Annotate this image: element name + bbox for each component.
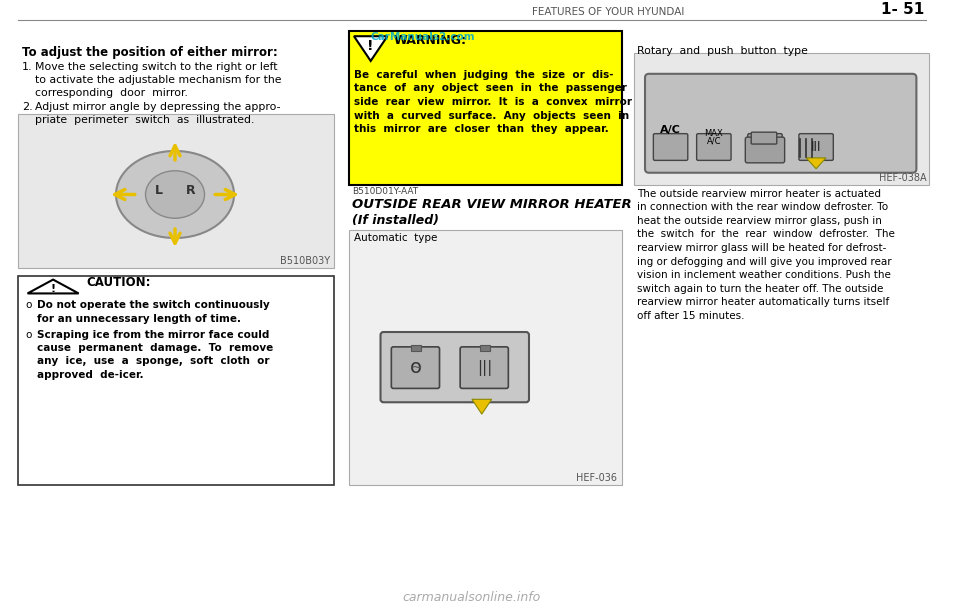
Text: CAUTION:: CAUTION:: [86, 276, 151, 289]
FancyBboxPatch shape: [392, 347, 440, 389]
Text: L: L: [156, 184, 163, 197]
Text: Do not operate the switch continuously
for an unnecessary length of time.: Do not operate the switch continuously f…: [37, 300, 270, 324]
Text: o: o: [26, 330, 32, 340]
FancyBboxPatch shape: [349, 230, 622, 485]
Text: A/C: A/C: [707, 136, 721, 146]
Text: o: o: [26, 300, 32, 310]
Text: Be  careful  when  judging  the  size  or  dis-
tance  of  any  object  seen  in: Be careful when judging the size or dis-…: [354, 70, 632, 134]
Text: FEATURES OF YOUR HYUNDAI: FEATURES OF YOUR HYUNDAI: [532, 7, 684, 17]
Text: The outside rearview mirror heater is actuated
in connection with the rear windo: The outside rearview mirror heater is ac…: [637, 188, 895, 321]
FancyBboxPatch shape: [745, 137, 784, 163]
Text: Rotary  and  push  button  type: Rotary and push button type: [637, 46, 808, 56]
Text: OUTSIDE REAR VIEW MIRROR HEATER: OUTSIDE REAR VIEW MIRROR HEATER: [352, 198, 632, 212]
Text: ~: ~: [410, 360, 421, 375]
Text: Adjust mirror angle by depressing the appro-
priate  perimeter  switch  as  illu: Adjust mirror angle by depressing the ap…: [36, 102, 281, 125]
Text: |||: |||: [477, 360, 492, 376]
FancyBboxPatch shape: [752, 132, 777, 144]
Text: R: R: [186, 184, 196, 197]
Text: o: o: [410, 358, 421, 377]
FancyBboxPatch shape: [635, 53, 929, 185]
Ellipse shape: [146, 171, 204, 218]
Text: B510D01Y-AAT: B510D01Y-AAT: [352, 187, 419, 196]
Text: Scraping ice from the mirror face could
cause  permanent  damage.  To  remove
an: Scraping ice from the mirror face could …: [37, 330, 274, 379]
Text: 1.: 1.: [22, 62, 33, 72]
Text: carmanualsonline.info: carmanualsonline.info: [403, 591, 541, 604]
Text: (If installed): (If installed): [352, 214, 439, 227]
Polygon shape: [806, 158, 826, 169]
Text: Move the selecting switch to the right or left
to activate the adjustable mechan: Move the selecting switch to the right o…: [36, 62, 282, 99]
Text: B510B03Y: B510B03Y: [280, 256, 330, 266]
FancyBboxPatch shape: [748, 133, 782, 160]
Polygon shape: [472, 399, 492, 414]
Text: CarManuals2.com: CarManuals2.com: [371, 32, 475, 42]
Text: HEF-038A: HEF-038A: [878, 173, 926, 182]
Ellipse shape: [116, 151, 234, 238]
Text: lll: lll: [811, 141, 822, 154]
Text: 1- 51: 1- 51: [881, 2, 924, 17]
FancyBboxPatch shape: [460, 347, 509, 389]
FancyBboxPatch shape: [697, 133, 732, 160]
Polygon shape: [354, 36, 388, 61]
Text: To adjust the position of either mirror:: To adjust the position of either mirror:: [22, 46, 277, 59]
Text: A/C: A/C: [660, 125, 681, 135]
FancyBboxPatch shape: [17, 275, 334, 485]
Text: Automatic  type: Automatic type: [354, 233, 438, 243]
FancyBboxPatch shape: [654, 133, 687, 160]
FancyBboxPatch shape: [349, 31, 622, 185]
Text: WARNING:: WARNING:: [394, 34, 467, 47]
Text: HEF-036: HEF-036: [577, 474, 617, 483]
Text: !: !: [368, 39, 374, 53]
FancyBboxPatch shape: [645, 74, 917, 173]
FancyBboxPatch shape: [411, 345, 420, 351]
FancyBboxPatch shape: [17, 114, 334, 267]
FancyBboxPatch shape: [380, 332, 529, 402]
Text: MAX: MAX: [705, 129, 723, 138]
FancyBboxPatch shape: [799, 133, 833, 160]
Text: 2.: 2.: [22, 102, 33, 111]
Polygon shape: [28, 280, 79, 293]
Text: !: !: [51, 285, 56, 294]
FancyBboxPatch shape: [480, 345, 490, 351]
